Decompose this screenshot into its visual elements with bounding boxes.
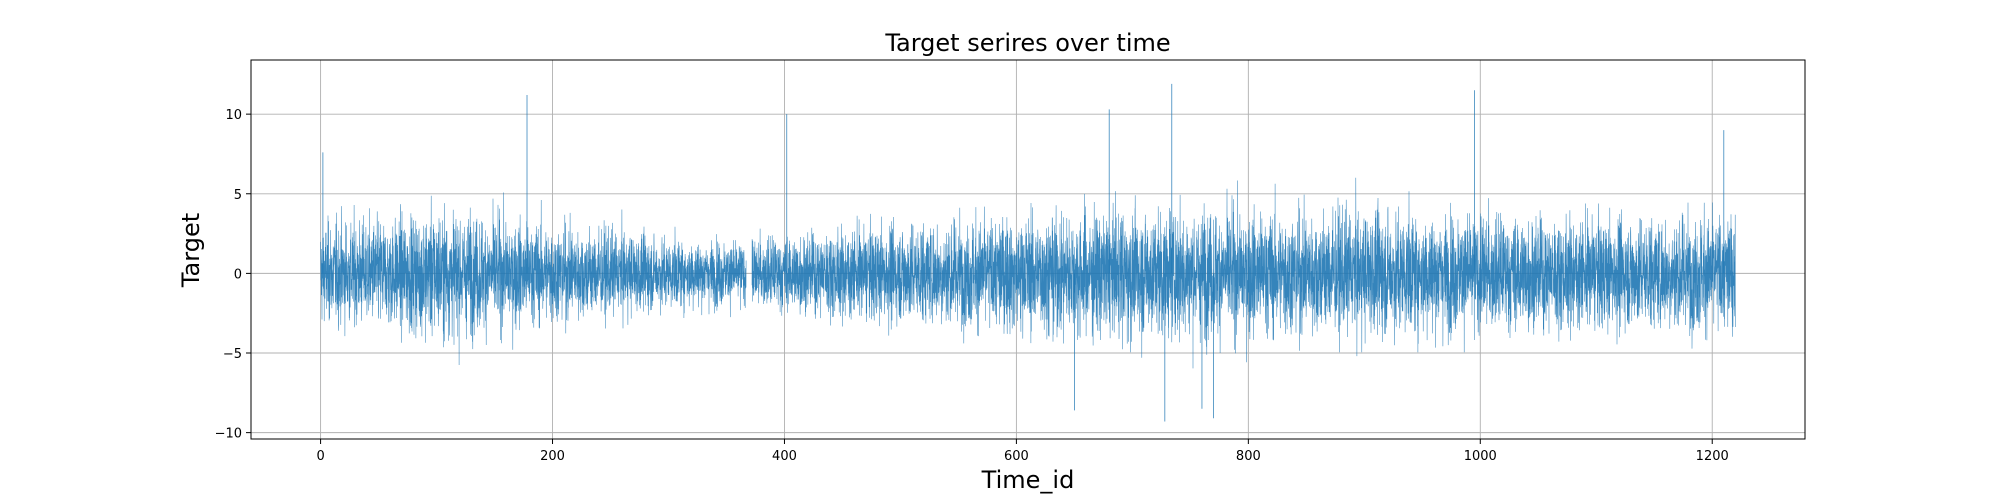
y-tick-label: 10 [225,108,242,123]
axis-ticks: 0 200 400 600 800 1000 1200 −10 −5 0 5 10 [215,108,1729,464]
y-axis-label: Target [177,213,205,288]
series-layer [320,83,1736,422]
x-tick-label: 200 [540,449,565,464]
x-axis-label: Time_id [981,466,1075,494]
series-line [751,177,1736,369]
y-tick-label: 5 [234,188,242,203]
x-tick-label: 400 [772,449,797,464]
x-tick-label: 1200 [1696,449,1729,464]
x-tick-label: 0 [316,449,324,464]
x-tick-label: 1000 [1464,449,1497,464]
y-tick-label: 0 [234,267,242,282]
series-line [320,192,747,366]
axes-frame [250,59,1806,440]
chart-title: Target serires over time [884,29,1170,57]
x-tick-label: 600 [1004,449,1029,464]
y-tick-label: −5 [223,347,242,362]
x-tick-label: 800 [1236,449,1261,464]
y-tick-label: −10 [215,427,242,442]
